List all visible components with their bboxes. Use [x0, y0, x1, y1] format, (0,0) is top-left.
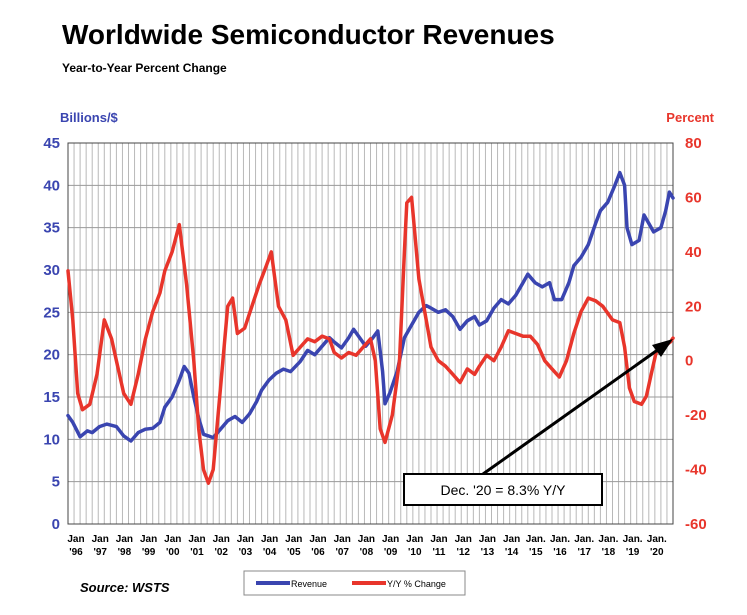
x-tick-label-bottom: '03 — [239, 547, 253, 558]
x-tick-label-top: Jan — [334, 534, 351, 545]
x-tick-label-top: Jan. — [598, 534, 618, 545]
annotation-arrow-line — [482, 342, 667, 476]
grid-lines — [67, 142, 674, 525]
x-tick-label-top: Jan — [285, 534, 302, 545]
left-tick-label: 40 — [43, 177, 60, 194]
x-tick-label-bottom: '15 — [529, 547, 543, 558]
x-tick-label-bottom: '11 — [433, 547, 446, 558]
annotation-box — [403, 473, 603, 506]
x-tick-label-top: Jan. — [574, 534, 594, 545]
x-tick-label-bottom: '13 — [481, 547, 495, 558]
x-tick-label-top: Jan — [213, 534, 230, 545]
chart-title: Worldwide Semiconductor Revenues — [62, 19, 555, 50]
x-tick-label-top: Jan — [188, 534, 205, 545]
yoy-change-series-line — [66, 195, 675, 485]
x-tick-label-bottom: '16 — [553, 547, 567, 558]
right-axis-ticks: -60 -40 -20 0 20 40 60 80 — [685, 135, 707, 533]
chart-subtitle: Year-to-Year Percent Change — [62, 61, 227, 75]
left-tick-label: 5 — [52, 474, 60, 491]
x-tick-label-top: Jan — [140, 534, 157, 545]
x-tick-label-bottom: '10 — [408, 547, 422, 558]
right-tick-label: -20 — [685, 407, 707, 424]
x-tick-label-top: Jan. — [623, 534, 643, 545]
revenue-series-line — [66, 170, 675, 443]
left-tick-label: 10 — [43, 431, 60, 448]
left-tick-label: 20 — [43, 347, 60, 364]
x-tick-label-bottom: '12 — [456, 547, 470, 558]
x-tick-label-bottom: '04 — [263, 547, 277, 558]
x-tick-label-bottom: '96 — [69, 547, 83, 558]
x-tick-label-bottom: '02 — [214, 547, 228, 558]
x-tick-label-bottom: '05 — [287, 547, 301, 558]
x-tick-label-bottom: '08 — [360, 547, 374, 558]
x-tick-label-top: Jan — [164, 534, 181, 545]
x-tick-label-top: Jan — [92, 534, 109, 545]
left-tick-label: 25 — [43, 304, 60, 321]
x-tick-label-top: Jan — [261, 534, 278, 545]
plot-area-border — [67, 142, 674, 525]
x-tick-label-top: Jan — [406, 534, 423, 545]
x-tick-label-top: Jan — [455, 534, 472, 545]
x-tick-label-top: Jan — [309, 534, 326, 545]
legend-revenue-label: Revenue — [291, 579, 327, 589]
right-tick-label: 40 — [685, 244, 702, 261]
x-tick-label-bottom: '97 — [93, 547, 107, 558]
right-tick-label: -40 — [685, 462, 707, 479]
x-tick-label-top: Jan — [116, 534, 133, 545]
left-tick-label: 0 — [52, 516, 60, 533]
x-tick-label-bottom: '17 — [577, 547, 591, 558]
x-tick-label-bottom: '19 — [626, 547, 640, 558]
left-tick-label: 15 — [43, 389, 60, 406]
right-tick-label: 60 — [685, 189, 702, 206]
left-tick-label: 30 — [43, 262, 60, 279]
legend-yoy-label: Y/Y % Change — [387, 579, 446, 589]
x-tick-label-bottom: '07 — [335, 547, 349, 558]
left-axis-label: Billions/$ — [60, 110, 119, 125]
x-tick-label-bottom: '14 — [505, 547, 519, 558]
data-series — [66, 170, 675, 485]
x-tick-label-top: Jan. — [647, 534, 667, 545]
source-label: Source: WSTS — [80, 580, 170, 595]
right-tick-label: 20 — [685, 298, 702, 315]
x-tick-label-top: Jan — [503, 534, 520, 545]
x-tick-label-top: Jan — [430, 534, 447, 545]
x-tick-label-bottom: '01 — [190, 547, 204, 558]
x-tick-label-top: Jan — [382, 534, 399, 545]
x-tick-label-top: Jan. — [550, 534, 570, 545]
annotation-arrowhead — [652, 339, 673, 357]
x-tick-label-bottom: '98 — [118, 547, 132, 558]
right-tick-label: -60 — [685, 516, 707, 533]
x-tick-label-top: Jan — [479, 534, 496, 545]
right-tick-label: 80 — [685, 135, 702, 152]
x-tick-label-bottom: '99 — [142, 547, 156, 558]
right-axis-label: Percent — [666, 110, 714, 125]
x-tick-label-top: Jan — [67, 534, 84, 545]
x-axis-ticks: Jan '96 Jan '97 Jan '98 Jan '99 Jan '00 Jan '01 Jan '… — [67, 534, 667, 558]
x-tick-label-bottom: '18 — [602, 547, 616, 558]
x-tick-label-top: Jan — [237, 534, 254, 545]
x-tick-label-top: Jan. — [526, 534, 546, 545]
x-tick-label-top: Jan — [358, 534, 375, 545]
x-tick-label-bottom: '06 — [311, 547, 325, 558]
x-tick-label-bottom: '20 — [650, 547, 664, 558]
right-tick-label: 0 — [685, 353, 693, 370]
left-tick-label: 45 — [43, 135, 60, 152]
left-tick-label: 35 — [43, 220, 60, 237]
annotation-text: Dec. '20 = 8.3% Y/Y — [441, 482, 567, 498]
left-axis-ticks: 0 5 10 15 20 25 30 35 40 45 — [43, 135, 60, 533]
x-tick-label-bottom: '09 — [384, 547, 398, 558]
x-tick-label-bottom: '00 — [166, 547, 180, 558]
